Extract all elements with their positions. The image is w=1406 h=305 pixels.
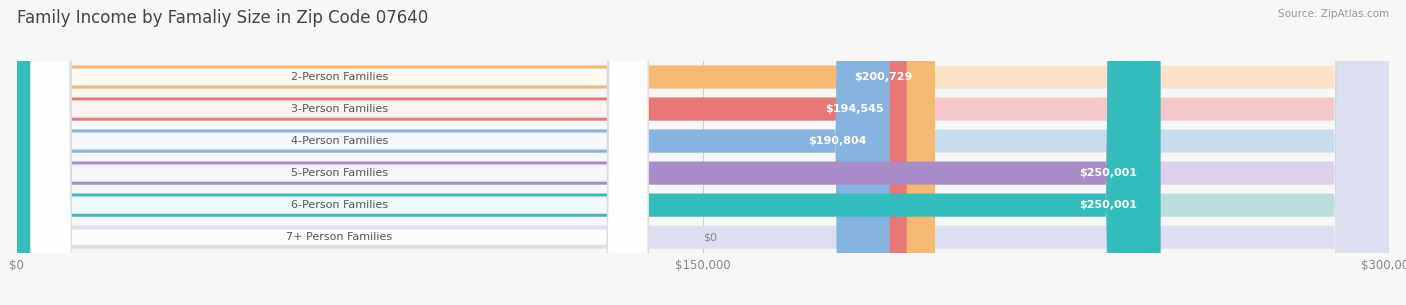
FancyBboxPatch shape	[17, 0, 935, 305]
FancyBboxPatch shape	[17, 0, 1160, 305]
Text: 6-Person Families: 6-Person Families	[291, 200, 388, 210]
FancyBboxPatch shape	[17, 0, 1389, 305]
FancyBboxPatch shape	[31, 0, 648, 305]
Text: $190,804: $190,804	[808, 136, 866, 146]
FancyBboxPatch shape	[31, 0, 648, 305]
FancyBboxPatch shape	[17, 0, 1389, 305]
Text: 7+ Person Families: 7+ Person Families	[287, 232, 392, 242]
FancyBboxPatch shape	[31, 0, 648, 305]
Text: $250,001: $250,001	[1080, 200, 1137, 210]
Text: 5-Person Families: 5-Person Families	[291, 168, 388, 178]
FancyBboxPatch shape	[17, 0, 907, 305]
FancyBboxPatch shape	[17, 0, 890, 305]
FancyBboxPatch shape	[31, 0, 648, 305]
Text: $200,729: $200,729	[853, 72, 912, 82]
FancyBboxPatch shape	[31, 0, 648, 305]
Text: 2-Person Families: 2-Person Families	[291, 72, 388, 82]
FancyBboxPatch shape	[31, 0, 648, 305]
Text: $194,545: $194,545	[825, 104, 884, 114]
FancyBboxPatch shape	[17, 0, 1389, 305]
Text: Family Income by Famaliy Size in Zip Code 07640: Family Income by Famaliy Size in Zip Cod…	[17, 9, 427, 27]
FancyBboxPatch shape	[17, 0, 1389, 305]
FancyBboxPatch shape	[17, 0, 1389, 305]
Text: 4-Person Families: 4-Person Families	[291, 136, 388, 146]
Text: $0: $0	[703, 232, 717, 242]
Text: Source: ZipAtlas.com: Source: ZipAtlas.com	[1278, 9, 1389, 19]
FancyBboxPatch shape	[17, 0, 1389, 305]
FancyBboxPatch shape	[17, 0, 1160, 305]
Text: $250,001: $250,001	[1080, 168, 1137, 178]
Text: 3-Person Families: 3-Person Families	[291, 104, 388, 114]
